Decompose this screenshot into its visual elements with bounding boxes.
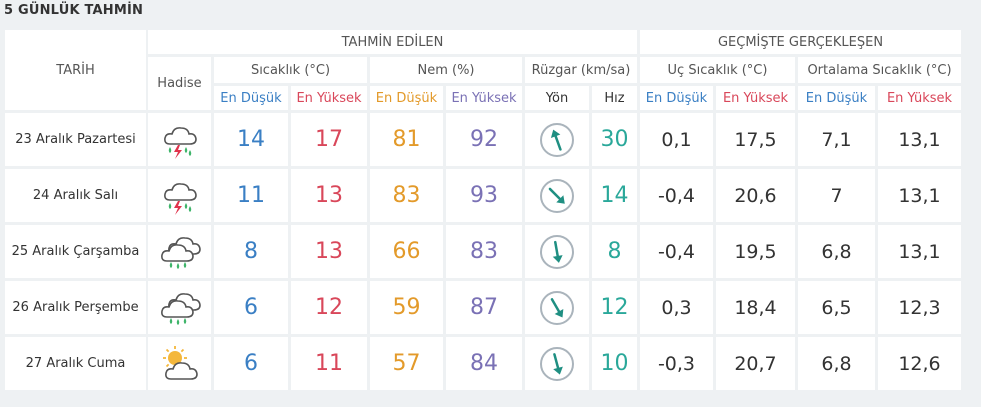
hum-high-cell: 93: [446, 169, 522, 222]
date-cell: 27 Aralık Cuma: [5, 337, 146, 390]
hum-low-cell: 81: [370, 113, 443, 166]
date-cell: 26 Aralık Perşembe: [5, 281, 146, 334]
weather-cell: [148, 337, 211, 390]
rain-cloud-icon: [158, 232, 202, 272]
weather-cell: [148, 113, 211, 166]
header-gecmis: GEÇMİŞTE GERÇEKLEŞEN: [640, 30, 961, 54]
temp-high-cell: 11: [291, 337, 367, 390]
subheader-wind-speed: Hız: [592, 86, 637, 110]
wind-speed-cell: 8: [592, 225, 637, 278]
temp-low-cell: 11: [214, 169, 288, 222]
header-nem: Nem (%): [370, 57, 522, 83]
partly-cloudy-icon: [158, 344, 202, 384]
wind-direction-cell: [525, 281, 589, 334]
hum-high-cell: 92: [446, 113, 522, 166]
avg-high-cell: 12,3: [878, 281, 961, 334]
avg-high-cell: 13,1: [878, 225, 961, 278]
subheader-avg-high: En Yüksek: [878, 86, 961, 110]
temp-low-cell: 6: [214, 281, 288, 334]
subheader-wind-dir: Yön: [525, 86, 589, 110]
header-hadise: Hadise: [148, 57, 211, 110]
ext-low-cell: 0,1: [640, 113, 713, 166]
hum-low-cell: 57: [370, 337, 443, 390]
wind-speed-cell: 30: [592, 113, 637, 166]
hum-high-cell: 87: [446, 281, 522, 334]
wind-speed-cell: 12: [592, 281, 637, 334]
weather-cell: [148, 225, 211, 278]
date-cell: 25 Aralık Çarşamba: [5, 225, 146, 278]
ext-high-cell: 17,5: [716, 113, 795, 166]
avg-high-cell: 13,1: [878, 169, 961, 222]
header-ortalama-sicaklik: Ortalama Sıcaklık (°C): [798, 57, 961, 83]
subheader-hum-low: En Düşük: [370, 86, 443, 110]
wind-direction-cell: [525, 337, 589, 390]
ext-low-cell: -0,3: [640, 337, 713, 390]
temp-low-cell: 6: [214, 337, 288, 390]
date-cell: 23 Aralık Pazartesi: [5, 113, 146, 166]
wind-direction-cell: [525, 113, 589, 166]
page-title: 5 GÜNLÜK TAHMİN: [4, 3, 144, 18]
subheader-avg-low: En Düşük: [798, 86, 875, 110]
header-sicaklik: Sıcaklık (°C): [214, 57, 367, 83]
hum-low-cell: 83: [370, 169, 443, 222]
temp-low-cell: 8: [214, 225, 288, 278]
avg-low-cell: 7: [798, 169, 875, 222]
ext-low-cell: -0,4: [640, 225, 713, 278]
wind-direction-arrow-icon: [538, 289, 576, 327]
ext-high-cell: 20,7: [716, 337, 795, 390]
wind-speed-cell: 14: [592, 169, 637, 222]
date-cell: 24 Aralık Salı: [5, 169, 146, 222]
temp-high-cell: 13: [291, 169, 367, 222]
temp-high-cell: 17: [291, 113, 367, 166]
header-ruzgar: Rüzgar (km/sa): [525, 57, 637, 83]
temp-high-cell: 13: [291, 225, 367, 278]
subheader-ext-high: En Yüksek: [716, 86, 795, 110]
ext-low-cell: 0,3: [640, 281, 713, 334]
subheader-temp-high: En Yüksek: [291, 86, 367, 110]
avg-high-cell: 13,1: [878, 113, 961, 166]
ext-high-cell: 19,5: [716, 225, 795, 278]
ext-low-cell: -0,4: [640, 169, 713, 222]
header-tarih: TARİH: [5, 30, 146, 110]
temp-high-cell: 12: [291, 281, 367, 334]
weather-cell: [148, 169, 211, 222]
wind-direction-arrow-icon: [538, 177, 576, 215]
hum-high-cell: 83: [446, 225, 522, 278]
ext-high-cell: 20,6: [716, 169, 795, 222]
hum-low-cell: 66: [370, 225, 443, 278]
wind-direction-cell: [525, 169, 589, 222]
wind-speed-cell: 10: [592, 337, 637, 390]
wind-direction-arrow-icon: [538, 233, 576, 271]
wind-direction-arrow-icon: [538, 121, 576, 159]
hum-high-cell: 84: [446, 337, 522, 390]
avg-low-cell: 7,1: [798, 113, 875, 166]
hum-low-cell: 59: [370, 281, 443, 334]
subheader-hum-high: En Yüksek: [446, 86, 522, 110]
avg-low-cell: 6,5: [798, 281, 875, 334]
thunderstorm-icon: [158, 120, 202, 160]
header-uc-sicaklik: Uç Sıcaklık (°C): [640, 57, 795, 83]
header-tahmin: TAHMİN EDİLEN: [148, 30, 637, 54]
wind-direction-cell: [525, 225, 589, 278]
rain-cloud-icon: [158, 288, 202, 328]
avg-low-cell: 6,8: [798, 225, 875, 278]
weather-cell: [148, 281, 211, 334]
wind-direction-arrow-icon: [538, 345, 576, 383]
avg-high-cell: 12,6: [878, 337, 961, 390]
temp-low-cell: 14: [214, 113, 288, 166]
thunderstorm-icon: [158, 176, 202, 216]
ext-high-cell: 18,4: [716, 281, 795, 334]
subheader-temp-low: En Düşük: [214, 86, 288, 110]
avg-low-cell: 6,8: [798, 337, 875, 390]
subheader-ext-low: En Düşük: [640, 86, 713, 110]
